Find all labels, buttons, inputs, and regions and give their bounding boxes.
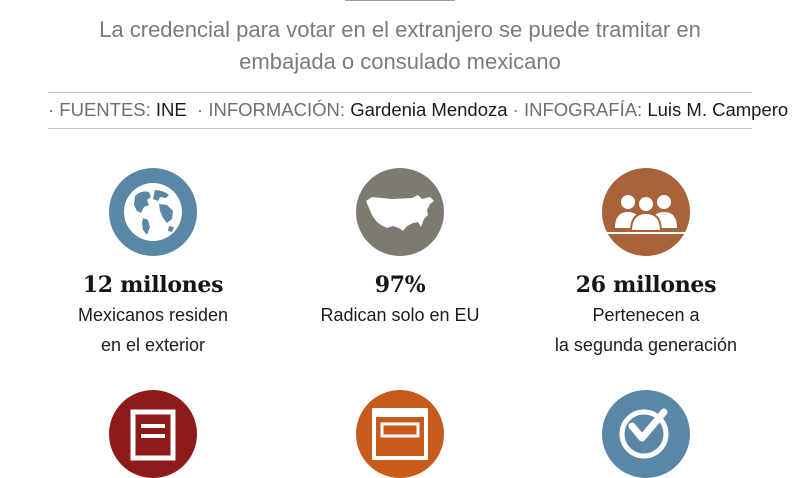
usa-map-icon — [356, 168, 444, 256]
information-label: · INFORMACIÓN: — [186, 99, 351, 120]
checkmark-icon — [602, 390, 690, 478]
infographic-label: · INFOGRAFÍA: — [507, 99, 648, 120]
sources-label: · FUENTES: — [48, 99, 156, 120]
globe-icon — [109, 168, 197, 256]
subtitle: La credencial para votar en el extranjer… — [0, 14, 800, 78]
form-icon — [356, 390, 444, 478]
information-value: Gardenia Mendoza — [350, 99, 508, 120]
sources-value: INE — [155, 99, 187, 120]
stat-value: 97% — [374, 272, 426, 298]
stat-value: 26 millones — [575, 272, 717, 298]
top-rule — [345, 0, 455, 1]
credits-line: · FUENTES: INE · INFORMACIÓN: Gardenia M… — [48, 96, 788, 124]
people-group-icon — [602, 168, 690, 256]
credits-divider-top — [48, 92, 752, 93]
stat-description-line-1: Radican solo en EU — [320, 305, 480, 325]
stat-second-generation: 26 millones Pertenecen a la segunda gene… — [516, 168, 776, 360]
stat-description-line-1: Mexicanos residen — [77, 305, 229, 325]
stat-description-line-2: en el exterior — [100, 335, 206, 355]
subtitle-line-2: embajada o consulado mexicano — [239, 49, 561, 74]
credits-divider-bottom — [48, 128, 752, 129]
stat-value: 12 millones — [82, 272, 224, 298]
stat-live-in-us: 97% Radican solo en EU — [270, 168, 530, 330]
infographic-value: Luis M. Campero — [647, 99, 789, 120]
document-icon — [109, 390, 197, 478]
stat-mexicans-abroad: 12 millones Mexicanos residen en el exte… — [23, 168, 283, 360]
subtitle-line-1: La credencial para votar en el extranjer… — [99, 17, 701, 42]
stat-description-line-1: Pertenecen a — [592, 305, 700, 325]
stat-description-line-2: la segunda generación — [554, 335, 738, 355]
